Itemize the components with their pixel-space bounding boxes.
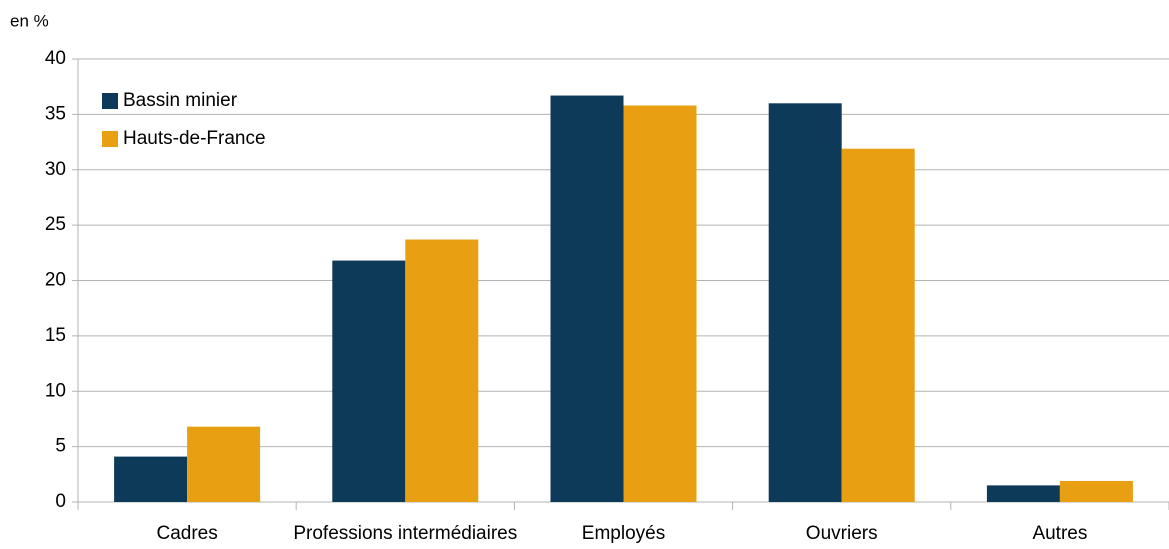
x-tick-label: Professions intermédiaires xyxy=(293,523,517,544)
x-tick-label: Cadres xyxy=(156,523,217,544)
y-tick-label: 15 xyxy=(45,325,66,346)
bar xyxy=(1059,480,1133,502)
legend-label: Bassin minier xyxy=(123,90,238,111)
bar xyxy=(986,485,1060,502)
bar xyxy=(623,105,697,502)
y-tick-label: 25 xyxy=(45,214,66,235)
y-tick-label: 35 xyxy=(45,103,66,124)
bar xyxy=(841,148,915,502)
x-tick-label: Autres xyxy=(1032,523,1087,544)
y-tick-label: 30 xyxy=(45,159,66,180)
y-tick-label: 10 xyxy=(45,380,66,401)
bar xyxy=(550,95,624,503)
bar xyxy=(332,260,406,502)
legend-swatch xyxy=(102,131,118,147)
bar xyxy=(114,456,188,502)
y-tick-label: 20 xyxy=(45,270,66,291)
bar xyxy=(768,103,842,503)
legend-label: Hauts-de-France xyxy=(123,128,266,149)
y-tick-label: 5 xyxy=(55,436,66,457)
legend-swatch xyxy=(102,93,118,109)
x-tick-label: Ouvriers xyxy=(806,523,878,544)
y-tick-label: 40 xyxy=(45,48,66,69)
y-tick-label: 0 xyxy=(55,491,66,512)
x-tick-label: Employés xyxy=(582,523,665,544)
bar xyxy=(405,239,479,502)
y-unit-label: en % xyxy=(10,11,49,30)
bar xyxy=(187,426,261,502)
